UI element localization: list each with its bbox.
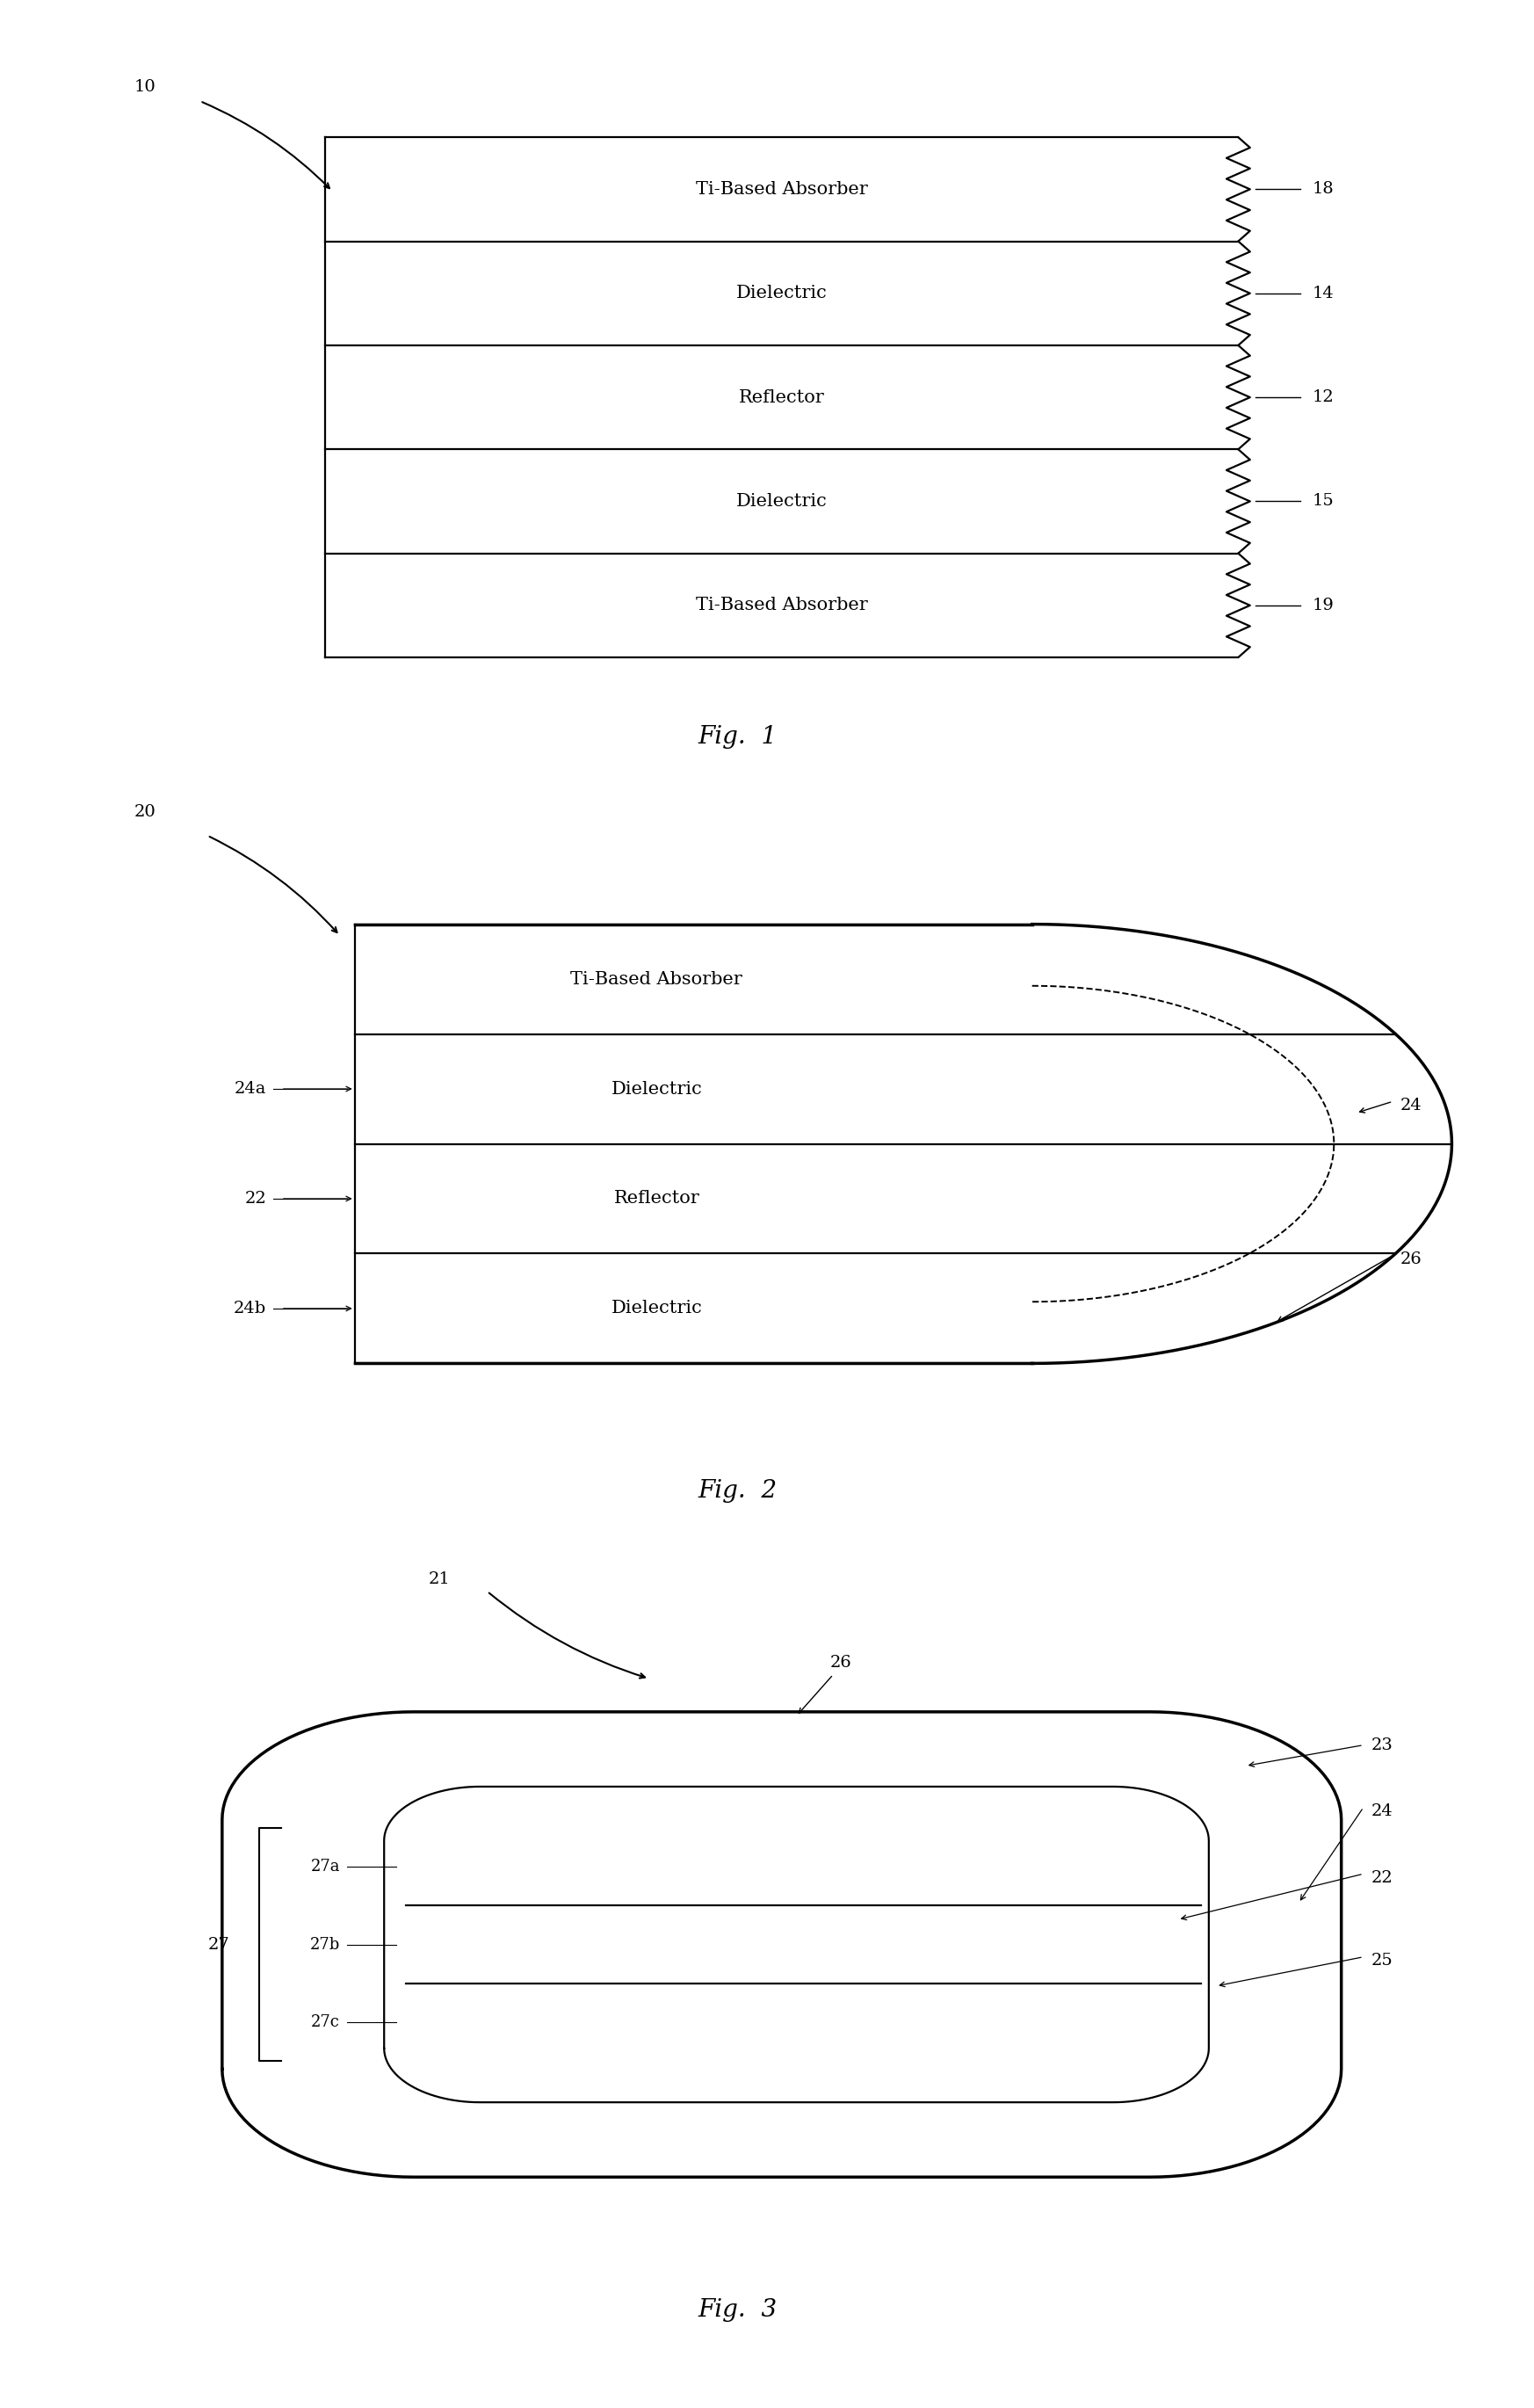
Text: 24: 24 (1401, 1098, 1422, 1112)
Text: Ti-Based Absorber: Ti-Based Absorber (696, 597, 868, 614)
Text: 24b: 24b (233, 1300, 267, 1317)
Text: 27a: 27a (310, 1859, 341, 1876)
Text: 23: 23 (1371, 1736, 1393, 1753)
Text: 24: 24 (1371, 1804, 1393, 1820)
Text: 21: 21 (428, 1570, 449, 1587)
Text: 20: 20 (133, 804, 155, 821)
Text: 10: 10 (133, 79, 155, 94)
Text: 19: 19 (1312, 597, 1333, 614)
Text: 26: 26 (1401, 1252, 1422, 1267)
Text: Fig.  1: Fig. 1 (698, 725, 778, 749)
Text: Dielectric: Dielectric (611, 1081, 703, 1098)
Text: 24a: 24a (235, 1081, 267, 1096)
Text: Reflector: Reflector (614, 1190, 700, 1206)
Text: 12: 12 (1312, 390, 1333, 405)
Text: Dielectric: Dielectric (736, 284, 827, 301)
Text: Ti-Based Absorber: Ti-Based Absorber (696, 181, 868, 197)
Text: 26: 26 (830, 1654, 851, 1671)
Text: Dielectric: Dielectric (736, 494, 827, 510)
Text: 27: 27 (207, 1936, 230, 1953)
Text: Fig.  3: Fig. 3 (698, 2297, 778, 2321)
Text: Ti-Based Absorber: Ti-Based Absorber (571, 970, 742, 987)
Text: Reflector: Reflector (739, 390, 825, 405)
Text: Dielectric: Dielectric (611, 1300, 703, 1317)
Text: 25: 25 (1371, 1953, 1393, 1970)
Text: 22: 22 (1371, 1871, 1393, 1885)
Text: 15: 15 (1312, 494, 1333, 508)
Text: Fig.  2: Fig. 2 (698, 1479, 778, 1503)
Text: 27b: 27b (310, 1936, 341, 1953)
Text: 27c: 27c (311, 2013, 341, 2030)
Text: 14: 14 (1312, 287, 1333, 301)
Text: 18: 18 (1312, 181, 1333, 197)
Text: 22: 22 (244, 1192, 267, 1206)
